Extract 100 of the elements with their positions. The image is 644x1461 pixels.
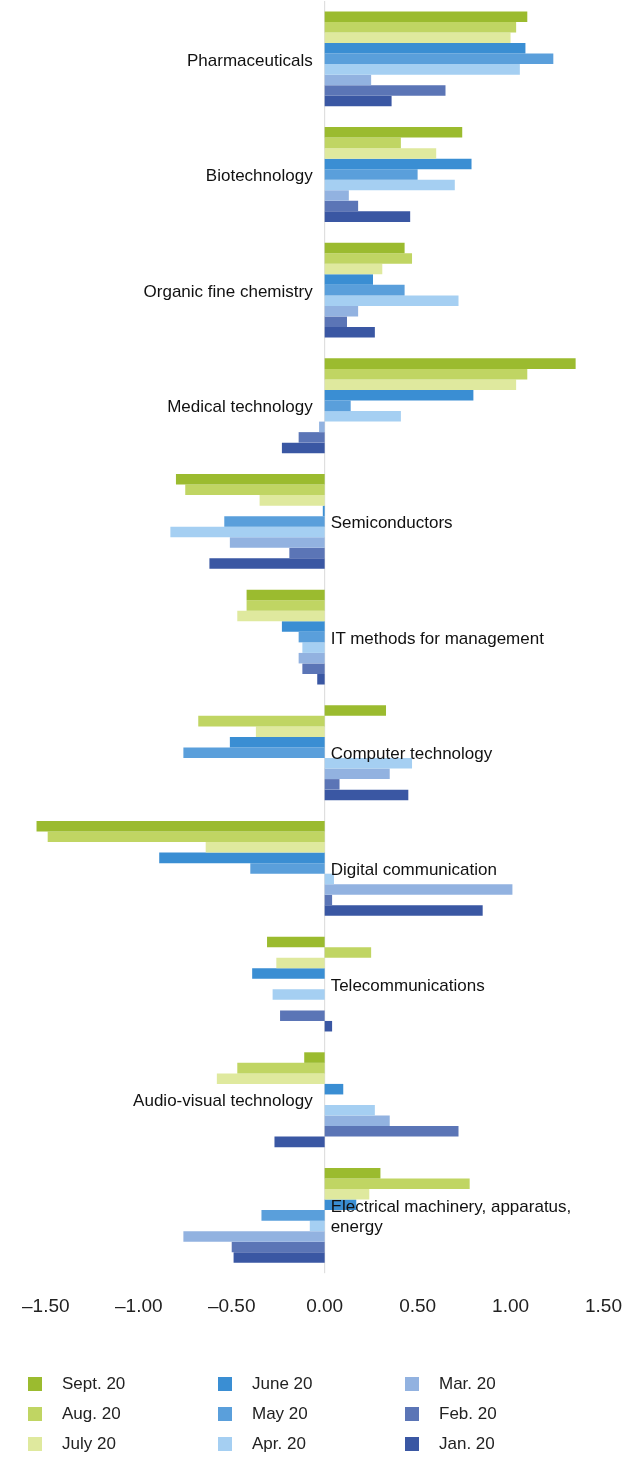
bar (324, 316, 347, 328)
bar (324, 1104, 375, 1116)
bar (324, 947, 372, 958)
bar (302, 642, 325, 653)
bar (183, 1231, 325, 1242)
bar (185, 484, 325, 496)
bar (324, 1126, 459, 1137)
bar (324, 389, 474, 401)
legend-label: Apr. 20 (252, 1434, 306, 1453)
bar (224, 516, 325, 527)
bar (298, 652, 325, 664)
bar (317, 673, 325, 685)
bar (324, 95, 392, 107)
bar (324, 358, 576, 369)
bar (324, 190, 349, 201)
bar (324, 368, 528, 380)
bar (302, 663, 325, 674)
bar (274, 1136, 325, 1148)
bar (324, 64, 520, 75)
x-tick-label: 0.00 (306, 1294, 344, 1316)
y-tick-label: Electrical machinery, apparatus, energy (330, 1197, 572, 1237)
legend-label: July 20 (62, 1434, 116, 1453)
legend-label: Sept. 20 (62, 1374, 126, 1393)
bar (324, 400, 351, 412)
bar (198, 715, 325, 727)
y-tick-label: Audio-visual technology (133, 1091, 314, 1111)
bar (324, 211, 411, 222)
bar (183, 747, 325, 759)
bar (237, 610, 325, 622)
x-tick-label: –1.50 (22, 1294, 70, 1316)
bar (259, 495, 325, 506)
bar (324, 11, 528, 22)
bar (324, 779, 340, 790)
x-tick-label: –1.00 (115, 1294, 163, 1316)
bar (209, 558, 325, 569)
bar (276, 957, 325, 969)
bar (304, 1052, 325, 1063)
bar (324, 53, 554, 65)
bar (281, 442, 325, 454)
bar (298, 631, 325, 643)
bar (324, 179, 455, 191)
bar (324, 768, 390, 780)
bar (324, 705, 387, 716)
bar (47, 831, 325, 843)
bar (324, 148, 437, 159)
bar (324, 158, 472, 170)
bar (324, 21, 517, 33)
legend-label: May 20 (252, 1404, 308, 1423)
y-tick-label: Semiconductors (330, 513, 453, 533)
bar (324, 1178, 470, 1190)
x-tick-label: 0.50 (399, 1294, 437, 1316)
bar (324, 1083, 344, 1095)
x-tick-label: 1.50 (585, 1294, 622, 1316)
bar (229, 736, 325, 748)
y-tick-label: Medical technology (167, 397, 314, 417)
bar (231, 1241, 325, 1253)
bar (272, 989, 325, 1000)
bar (324, 873, 334, 885)
bar (229, 537, 325, 548)
y-tick-label: Biotechnology (205, 166, 314, 186)
bar (281, 621, 325, 632)
bar (324, 295, 459, 306)
bar (324, 74, 372, 86)
legend-label: Jan. 20 (439, 1434, 495, 1453)
bar (319, 421, 325, 433)
bar (324, 43, 526, 54)
bar (324, 905, 483, 916)
bar (324, 127, 463, 138)
bar (324, 379, 517, 390)
bar (324, 884, 513, 895)
bar (170, 526, 325, 538)
bar (36, 820, 325, 832)
bar (216, 1073, 325, 1084)
bar (309, 1220, 325, 1232)
bar (255, 726, 325, 737)
bar (324, 200, 359, 212)
bar (324, 137, 401, 149)
bar (324, 32, 511, 44)
x-tick-label: –0.50 (207, 1294, 256, 1316)
bar (246, 589, 325, 601)
bar (261, 1210, 325, 1221)
legend-label: Feb. 20 (439, 1404, 497, 1423)
bar (324, 1020, 333, 1032)
bar (280, 1010, 325, 1021)
y-tick-label: IT methods for management (330, 628, 545, 648)
bar (159, 852, 325, 864)
bar (324, 1115, 390, 1127)
bar (324, 411, 401, 422)
y-tick-label: Digital communication (330, 860, 497, 880)
bar (267, 936, 325, 948)
legend-label: Aug. 20 (62, 1404, 121, 1423)
bar (324, 894, 333, 906)
bar (324, 1167, 381, 1179)
bar (324, 253, 413, 264)
bar (205, 842, 325, 853)
legend-label: June 20 (252, 1374, 313, 1393)
bar (324, 305, 359, 317)
y-tick-label: Pharmaceuticals (186, 50, 313, 70)
bar (324, 284, 405, 296)
x-tick-label: 1.00 (492, 1294, 530, 1316)
